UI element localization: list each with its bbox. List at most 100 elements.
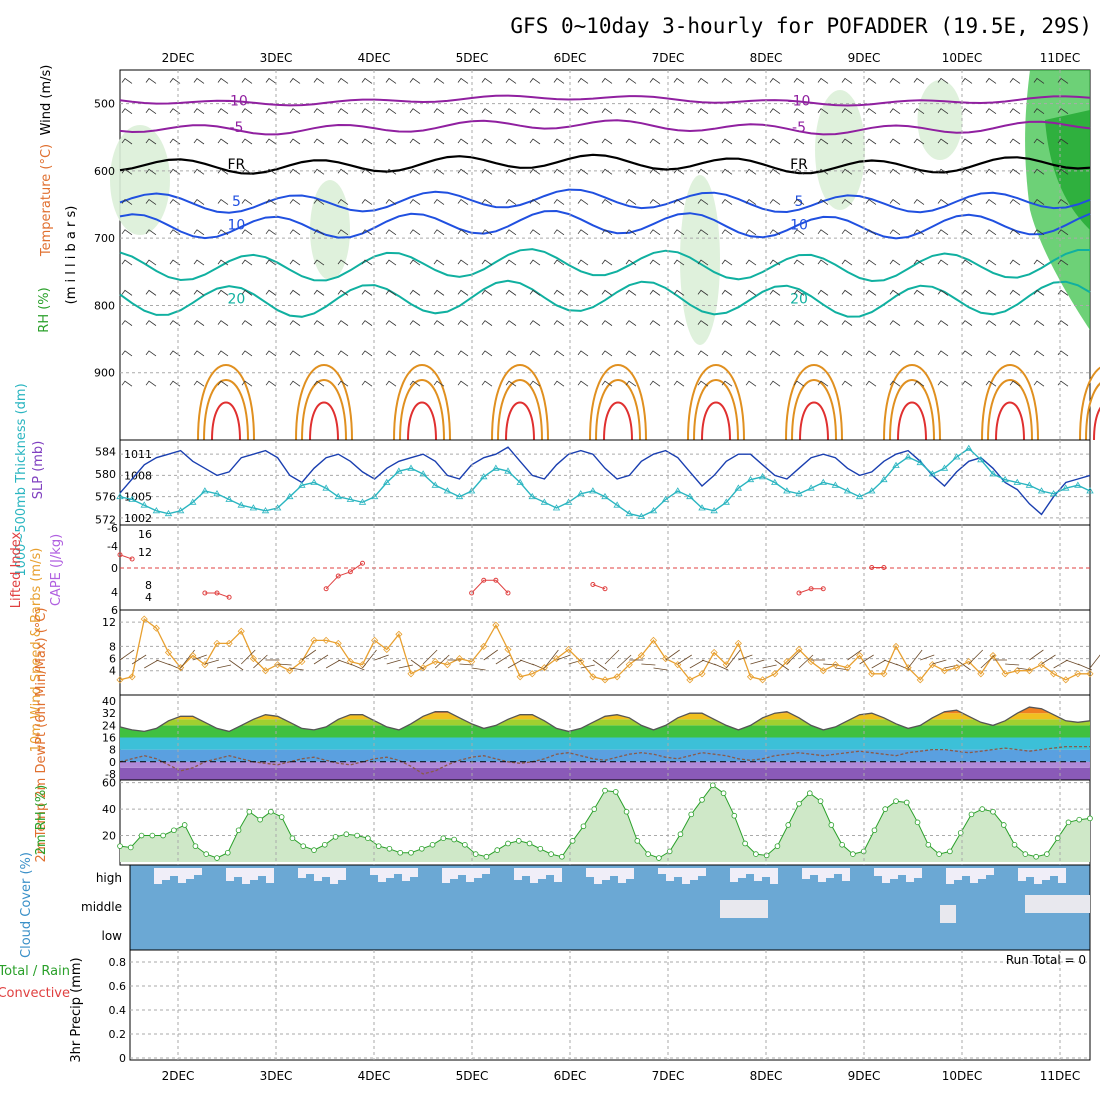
- wind-barb: [865, 229, 877, 236]
- wind-marker: [868, 670, 876, 678]
- warm-contour: [897, 401, 927, 441]
- wind-barb: [841, 380, 853, 387]
- wind-barb-10m: [1005, 663, 1020, 666]
- isotherm-label: -10: [225, 93, 248, 109]
- cloud-mid-gap: [1025, 895, 1090, 913]
- thickness-marker: [637, 512, 646, 519]
- rh-marker: [979, 806, 986, 812]
- thickness-marker: [880, 475, 888, 483]
- wind-barb: [985, 108, 997, 115]
- thickness-marker: [395, 467, 403, 474]
- wind-frame: [119, 609, 1091, 696]
- wind-barb: [649, 168, 661, 175]
- wind-barb: [889, 77, 901, 84]
- wind-barb: [985, 350, 997, 357]
- cloud-high-gap: [522, 868, 530, 876]
- cloud-high-gap: [954, 868, 962, 880]
- wind-barb: [937, 289, 949, 296]
- label-temperature: Temperature (°C): [39, 144, 54, 257]
- wind-barb: [1057, 350, 1069, 357]
- wind-barb: [481, 168, 493, 175]
- wind-barb: [1057, 320, 1069, 326]
- isotherm-label: -5: [229, 120, 243, 136]
- wind-barb: [1009, 259, 1021, 266]
- rh-marker: [192, 843, 199, 849]
- wind-barb: [793, 320, 805, 326]
- date-label-bottom: 5DEC: [456, 1069, 489, 1083]
- wind-barb: [817, 320, 829, 326]
- wind-barb: [289, 229, 301, 236]
- wind-barb: [961, 350, 973, 357]
- rh-marker: [709, 782, 716, 789]
- wind-barb: [505, 320, 517, 326]
- cloud-high-gap: [410, 868, 418, 877]
- wind-barb: [1009, 168, 1021, 175]
- rh-shade: [110, 125, 170, 235]
- wind-barb: [553, 198, 565, 205]
- thickness-marker: [128, 495, 136, 502]
- rh-marker: [850, 851, 856, 857]
- wind-marker: [552, 655, 561, 663]
- wind-barb-10m: [774, 659, 789, 671]
- wind-barb: [817, 108, 829, 115]
- wind-marker: [213, 639, 221, 647]
- wind-barb: [601, 380, 613, 387]
- warm-contour: [301, 379, 347, 441]
- date-label-bottom: 11DEC: [1040, 1069, 1080, 1083]
- wind-barb: [841, 259, 853, 266]
- rh-shade-core: [1045, 110, 1090, 230]
- wind-barb: [1057, 259, 1069, 266]
- wind-barb: [193, 320, 205, 326]
- cloud-mid-gap: [940, 905, 956, 923]
- wind-barb-10m: [762, 664, 777, 669]
- thickness-marker: [904, 453, 912, 460]
- thickness-marker: [419, 470, 427, 477]
- wind-barb: [889, 289, 901, 296]
- wind-marker: [1074, 670, 1082, 678]
- wind-barb: [409, 259, 421, 266]
- wind-barb-10m: [386, 659, 401, 665]
- cloud-high-gap: [1034, 868, 1042, 884]
- bottom-date-labels: 2DEC 3DEC 4DEC 5DEC 6DEC 7DEC 8DEC 9DEC 10DEC 11D…: [162, 1069, 1081, 1083]
- wind-barb: [337, 77, 349, 84]
- cloud-high-gap: [402, 868, 410, 881]
- wind-barb: [1033, 320, 1045, 326]
- rh-marker: [947, 848, 953, 855]
- thickness-marker: [1037, 487, 1046, 494]
- rh-marker: [472, 851, 479, 857]
- wind-marker: [637, 651, 645, 660]
- rh-marker: [505, 840, 511, 847]
- thickness-marker: [977, 456, 985, 463]
- wind-marker: [116, 676, 124, 684]
- rh-marker: [871, 827, 878, 834]
- date-label-top: 11DEC: [1040, 51, 1080, 65]
- wind-barb-10m: [713, 663, 729, 671]
- wind-barb: [769, 289, 781, 296]
- wind-barb: [457, 108, 469, 115]
- temp-band: [120, 719, 1090, 726]
- run-total: Run Total = 0: [1006, 953, 1086, 967]
- wind-barb: [841, 168, 853, 175]
- wind-barb: [385, 198, 397, 205]
- wind-barb-10m: [920, 654, 935, 661]
- rh-marker: [300, 843, 307, 849]
- rh-marker: [440, 835, 447, 841]
- thickness-marker: [795, 490, 803, 497]
- slp-series: 1002 1005 1008 1011 572 576 580 584: [95, 444, 1094, 526]
- wind-barb: [625, 289, 637, 296]
- wind-barb: [409, 320, 421, 326]
- wind-barb: [313, 108, 325, 115]
- wind-barb: [553, 77, 565, 84]
- cloud-high-gap: [322, 868, 330, 877]
- cloud-high-gap: [266, 868, 274, 883]
- wind-barb: [1057, 77, 1069, 84]
- wind-barb: [553, 259, 565, 266]
- date-label-top: 8DEC: [750, 51, 783, 65]
- wind-barb: [217, 259, 229, 266]
- dewpt-line: [119, 745, 1090, 775]
- rh-marker: [537, 845, 544, 852]
- wind-barb: [217, 350, 229, 357]
- wind-barb-10m: [1077, 663, 1093, 671]
- cloud-high-gap: [746, 868, 754, 874]
- wind-barb: [817, 380, 829, 387]
